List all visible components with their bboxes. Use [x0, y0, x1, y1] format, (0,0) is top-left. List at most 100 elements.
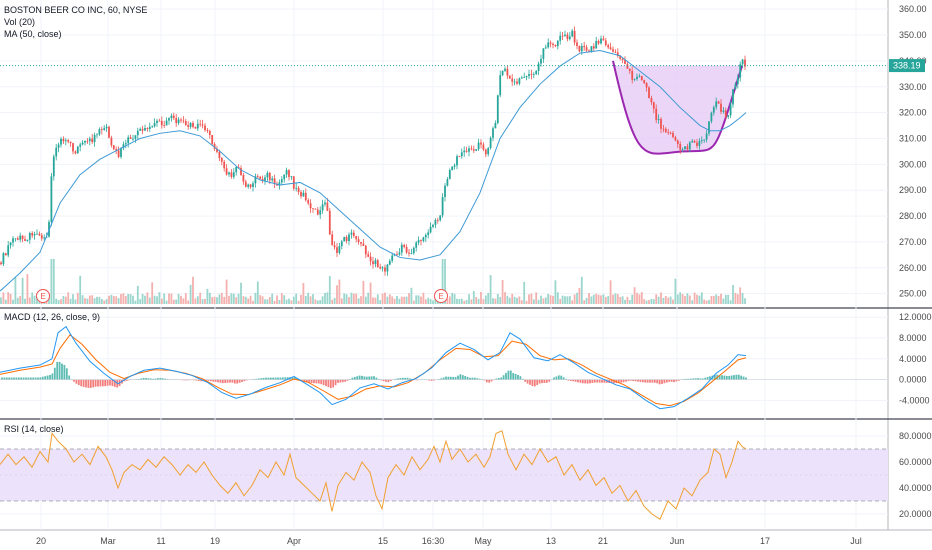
candle-body	[520, 77, 523, 79]
volume-bar	[736, 294, 739, 304]
volume-bar	[667, 297, 670, 304]
volume-bar	[158, 292, 161, 304]
macd-hist-bar	[106, 379, 109, 386]
time-tick-label: 16:30	[422, 536, 445, 546]
candle-body	[156, 120, 158, 124]
macd-hist-bar	[269, 377, 272, 380]
candle-body	[508, 75, 511, 79]
candle-body	[669, 132, 672, 134]
volume-bar	[57, 300, 60, 304]
candle-body	[28, 232, 31, 240]
macd-hist-bar	[665, 379, 668, 383]
candle-body	[242, 174, 245, 182]
macd-hist-bar	[637, 379, 639, 382]
macd-hist-bar	[34, 377, 37, 380]
macd-axis[interactable]: 12.0000 8.0000 4.0000 0.0000 -4.0000	[899, 312, 932, 405]
macd-hist-bar	[356, 376, 359, 380]
volume-bar	[122, 293, 125, 304]
volume-bar	[103, 300, 106, 304]
candle-body	[19, 235, 22, 240]
time-tick-label: 11	[156, 536, 165, 546]
candle-body	[708, 121, 710, 134]
macd-hist-bar	[401, 377, 404, 380]
volume-bar	[288, 298, 290, 304]
volume-bar	[350, 292, 353, 304]
macd-hist-bar	[464, 376, 467, 380]
candle-body	[79, 144, 82, 147]
candle-body	[590, 46, 593, 52]
rsi-axis[interactable]: 80.0000 60.0000 40.0000 20.0000	[899, 431, 932, 519]
volume-bar	[2, 292, 5, 304]
macd-hist-bar	[217, 379, 219, 383]
macd-hist-bar	[257, 378, 260, 380]
volume-bar	[472, 290, 475, 304]
volume-bar	[489, 275, 492, 304]
candle-body	[436, 220, 439, 221]
candle-body	[249, 184, 252, 188]
candle-body	[259, 176, 262, 179]
ma-indicator-label[interactable]: MA (50, close)	[4, 29, 62, 39]
candle-body	[67, 140, 70, 142]
macd-hist-bar	[488, 379, 491, 383]
volume-bar	[597, 294, 600, 304]
time-tick-label: 15	[378, 536, 388, 546]
macd-hist-bar	[22, 377, 25, 380]
candle-body	[369, 256, 372, 262]
macd-hist-bar	[730, 375, 733, 380]
candle-body	[55, 147, 58, 157]
volume-bar	[465, 300, 468, 304]
macd-hist-bar	[320, 379, 323, 385]
candle-body	[211, 134, 214, 144]
price-tick-label: 330.00	[899, 82, 927, 92]
volume-bar	[468, 294, 470, 304]
macd-hist-bar	[233, 379, 236, 384]
volume-indicator-label[interactable]: Vol (20)	[4, 17, 35, 27]
volume-bar	[72, 294, 74, 304]
macd-hist-bar	[77, 379, 80, 385]
volume-bar	[720, 293, 722, 304]
volume-bar	[571, 300, 574, 304]
rsi-tick-label: 20.0000	[899, 509, 932, 519]
candle-body	[103, 128, 106, 130]
macd-hist-bar	[370, 376, 373, 380]
candle-body	[124, 143, 127, 145]
volume-bar	[393, 298, 396, 304]
candle-body	[679, 144, 682, 150]
volume-bar	[624, 299, 626, 304]
time-axis[interactable]: 20 Mar 11 19 Apr 15 16:30 May 13 21 Jun 17 Jul	[36, 536, 862, 546]
candle-body	[571, 30, 574, 37]
volume-bar	[340, 298, 343, 304]
candle-body	[400, 244, 403, 253]
macd-tick-label: 12.0000	[899, 312, 932, 322]
volume-bar	[403, 296, 406, 304]
volume-bar	[110, 294, 113, 304]
volume-bar	[636, 292, 638, 304]
candle-body	[487, 148, 490, 155]
macd-hist-bar	[596, 379, 599, 383]
volume-bar	[16, 297, 19, 304]
candle-body	[110, 137, 113, 146]
macd-indicator-label[interactable]: MACD (12, 26, close, 9)	[4, 312, 100, 322]
candle-body	[403, 244, 406, 247]
volume-bar	[240, 282, 242, 304]
rsi-indicator-label[interactable]: RSI (14, close)	[4, 424, 64, 434]
candle-body	[117, 150, 120, 157]
price-axis[interactable]: 360.00350.00340.00330.00320.00310.00300.…	[899, 4, 927, 298]
macd-hist-bar	[375, 377, 378, 380]
volume-bar	[480, 292, 482, 304]
volume-bar	[36, 296, 38, 304]
macd-hist-bar	[188, 379, 191, 381]
candle-body	[244, 181, 247, 187]
volume-bar	[67, 292, 70, 304]
volume-bar	[297, 300, 300, 304]
volume-bar	[676, 294, 679, 304]
candle-body	[686, 146, 689, 150]
candle-body	[516, 81, 518, 84]
candle-body	[424, 235, 427, 238]
candle-body	[561, 35, 564, 37]
volume-bar	[24, 298, 26, 304]
candle-body	[441, 196, 444, 216]
volume-bar	[528, 294, 530, 304]
